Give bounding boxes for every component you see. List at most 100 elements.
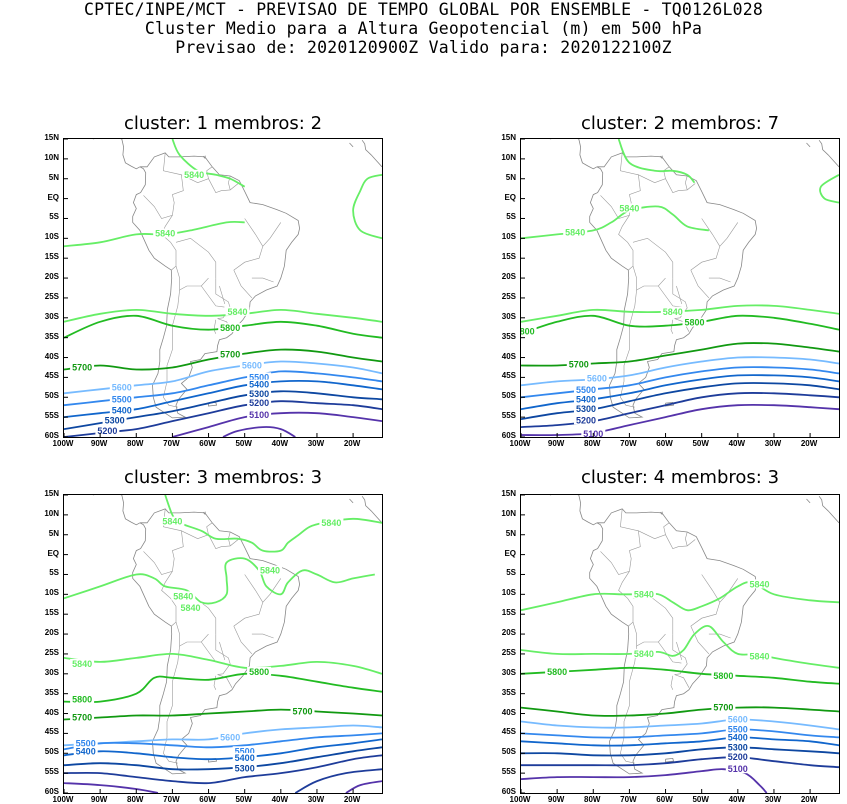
contour-label-bg (725, 742, 750, 752)
contour-label: 5300 (249, 389, 269, 399)
lat-tick-label: 5N (48, 528, 59, 538)
lat-tick-label: 15N (501, 489, 516, 498)
country-border (658, 285, 682, 308)
panel-title: cluster: 3 membros: 3 (123, 467, 323, 488)
lon-tick-label: 90W (90, 439, 108, 448)
contour-label: 5800 (72, 695, 92, 705)
lat-tick-label: 15S (501, 252, 516, 262)
country-border (632, 266, 666, 291)
country-border (161, 215, 177, 271)
lat-tick-label: 45S (44, 727, 59, 737)
lat-tick-label: 25S (44, 647, 59, 657)
contour-label: 5840 (565, 227, 585, 237)
contour-label: 5840 (634, 649, 654, 659)
lat-tick-label: 10S (501, 588, 516, 598)
country-border (217, 674, 233, 688)
lon-tick-label: 70W (163, 439, 180, 448)
lon-tick-label: 40W (271, 439, 289, 448)
lat-tick-label: 15N (44, 133, 59, 142)
lon-tick-label: 70W (620, 795, 637, 804)
contour-label: 5840 (749, 579, 769, 589)
contour-label: 5700 (220, 349, 240, 359)
country-border (215, 634, 231, 675)
contour-label: 5300 (105, 415, 125, 425)
lon-tick-label: 70W (620, 439, 637, 448)
country-border (638, 166, 670, 184)
country-border (685, 175, 688, 190)
header-line-2: Cluster Medio para a Altura Geopotencial… (144, 19, 703, 38)
lon-tick-label: 100W (52, 795, 74, 804)
contour-label: 5800 (713, 671, 733, 681)
contour-label: 5200 (97, 426, 117, 436)
contour-5800 (521, 314, 839, 335)
country-border (143, 152, 184, 219)
lon-tick-label: 80W (584, 439, 601, 448)
lat-tick-label: 40S (501, 707, 516, 717)
country-border (215, 278, 231, 319)
contour-label-bg (711, 670, 736, 680)
lat-tick-label: 5N (48, 172, 59, 182)
contour-5840 (64, 557, 375, 605)
contour-label: 5500 (249, 372, 269, 382)
contour-label-bg (109, 382, 134, 392)
country-border (690, 269, 710, 299)
contour-label: 5100 (728, 764, 748, 774)
lat-tick-label: 25S (501, 647, 516, 657)
lat-tick-label: 15S (44, 252, 59, 262)
contour-5800 (64, 672, 382, 704)
country-border (708, 633, 731, 639)
lon-tick-label: 60W (656, 795, 673, 804)
contour-label: 5840 (619, 204, 639, 214)
contour-label-bg (73, 738, 98, 748)
country-border (719, 578, 739, 603)
contour-5500 (521, 728, 839, 739)
lat-tick-label: 35S (44, 331, 59, 341)
contour-5840 (171, 139, 246, 188)
country-border (670, 319, 674, 334)
lat-tick-label: 10N (44, 152, 59, 162)
lon-tick-label: 90W (547, 439, 565, 448)
country-border (233, 269, 253, 299)
lat-tick-label: 60S (501, 787, 516, 796)
contour-label-bg (232, 763, 257, 773)
country-border (632, 593, 674, 635)
lat-tick-label: 15N (44, 489, 59, 498)
country-border (618, 215, 634, 271)
contour-5700 (64, 708, 382, 721)
lon-tick-label: 100W (509, 795, 531, 804)
lat-tick-label: 10N (501, 508, 516, 518)
contour-label: 5700 (292, 707, 312, 717)
contour-label-bg (682, 317, 707, 327)
lat-tick-label: 10S (501, 232, 516, 242)
contour-label-bg (70, 362, 95, 372)
header-line-3: Previsao de: 2020120900Z Valido para: 20… (175, 38, 672, 57)
contour-label-bg (239, 360, 264, 370)
lon-tick-label: 30W (764, 795, 782, 804)
lat-tick-label: 20S (501, 272, 516, 282)
lat-tick-label: 35S (501, 687, 516, 697)
country-border (708, 277, 731, 283)
lon-tick-label: 80W (584, 795, 601, 804)
lat-tick-label: 60S (44, 787, 59, 796)
island-coastline (665, 757, 675, 763)
island-coastline (361, 139, 382, 168)
lat-tick-label: 20S (44, 272, 59, 282)
contour-label-bg (182, 169, 207, 179)
lat-tick-label: 5N (505, 528, 516, 538)
contour-label-bg (574, 415, 598, 425)
contour-label: 5500 (235, 746, 255, 756)
contour-label-bg (563, 227, 588, 237)
country-border (262, 222, 282, 247)
contour-5200 (64, 754, 382, 785)
contour-5100 (172, 411, 382, 437)
contour-label-bg (102, 415, 127, 425)
contour-label: 5400 (249, 380, 269, 390)
country-border (208, 178, 239, 193)
contour-5840 (64, 652, 382, 675)
contour-label-bg (218, 349, 243, 359)
contour-5840 (352, 173, 382, 240)
contour-label: 5600 (112, 382, 132, 392)
country-border (670, 675, 674, 690)
country-border (638, 522, 670, 540)
country-border (175, 237, 217, 279)
